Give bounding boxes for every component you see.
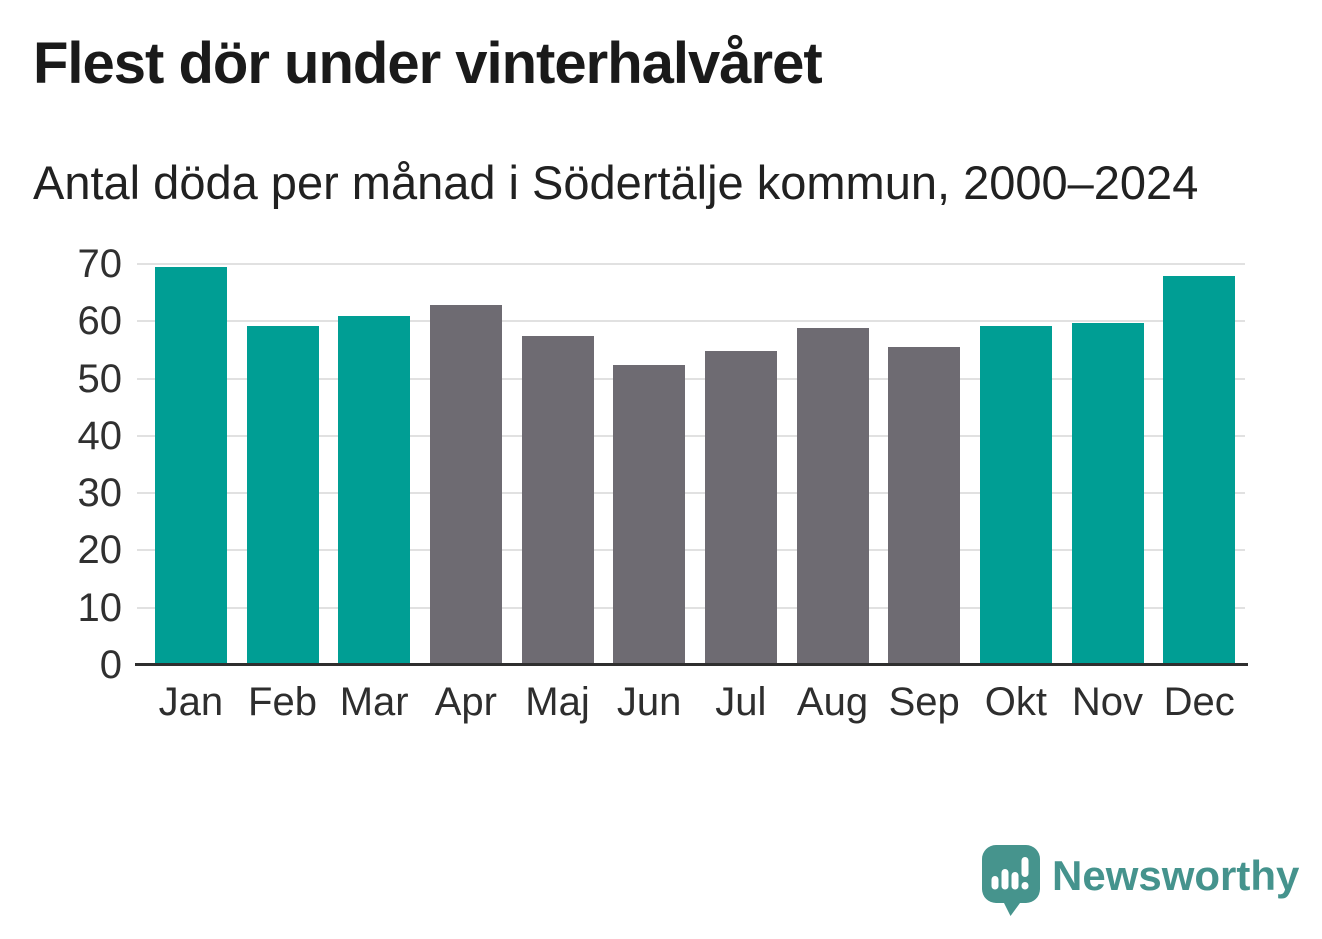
x-label-jul: Jul xyxy=(715,680,767,724)
bar-maj xyxy=(521,336,594,665)
x-label-dec: Dec xyxy=(1163,680,1235,724)
y-axis-labels: 0 10 20 30 40 50 60 70 xyxy=(20,242,123,687)
chart-subtitle: Antal döda per månad i Södertälje kommun… xyxy=(33,156,1199,209)
gridline-10 xyxy=(137,606,1245,609)
y-tick-label-60: 60 xyxy=(77,299,123,344)
bar-aug xyxy=(796,327,869,665)
x-label-mar: Mar xyxy=(339,680,409,724)
bar-jan xyxy=(154,267,227,665)
x-label-nov: Nov xyxy=(1071,680,1144,724)
y-tick-label-30: 30 xyxy=(77,471,123,516)
newsworthy-speech-bubble-bar-chart-icon xyxy=(982,845,1040,916)
y-tick-label-50: 50 xyxy=(77,356,123,401)
x-label-feb: Feb xyxy=(248,680,317,724)
x-label-okt: Okt xyxy=(984,680,1047,724)
x-label-aug: Aug xyxy=(796,680,869,724)
gridline-30 xyxy=(137,492,1245,495)
bar-nov xyxy=(1071,323,1144,665)
x-axis-labels: Jan Feb Mar Apr Maj Jun Jul Aug Sep Okt Nov Dec xyxy=(145,678,1245,738)
chart-title: Flest dör under vinterhalvåret xyxy=(33,31,823,96)
newsworthy-logo: Newsworthy xyxy=(982,845,1299,917)
x-label-sep: Sep xyxy=(888,680,960,724)
plot-area xyxy=(135,263,1248,666)
gridline-40 xyxy=(137,434,1245,437)
bar-mar xyxy=(338,315,411,665)
gridline-70 xyxy=(137,263,1245,265)
bar-apr xyxy=(429,304,502,665)
x-label-jan: Jan xyxy=(158,680,224,724)
bar-feb xyxy=(246,326,319,665)
bar-sep xyxy=(888,347,961,665)
x-axis-line xyxy=(135,663,1248,666)
x-label-maj: Maj xyxy=(525,680,590,724)
y-tick-label-40: 40 xyxy=(77,413,123,458)
bar-jul xyxy=(704,351,777,665)
gridline-20 xyxy=(137,549,1245,552)
y-tick-label-10: 10 xyxy=(77,585,123,630)
y-tick-label-70: 70 xyxy=(77,242,123,286)
x-label-jun: Jun xyxy=(616,680,682,724)
y-tick-label-0: 0 xyxy=(99,643,122,687)
newsworthy-logo-text: Newsworthy xyxy=(1052,852,1300,899)
bar-jun xyxy=(613,365,686,665)
y-tick-label-20: 20 xyxy=(77,528,123,573)
x-label-apr: Apr xyxy=(434,680,497,724)
bar-okt xyxy=(979,325,1052,665)
gridline-60 xyxy=(137,320,1245,323)
bar-dec xyxy=(1163,276,1236,665)
gridline-50 xyxy=(137,377,1245,380)
